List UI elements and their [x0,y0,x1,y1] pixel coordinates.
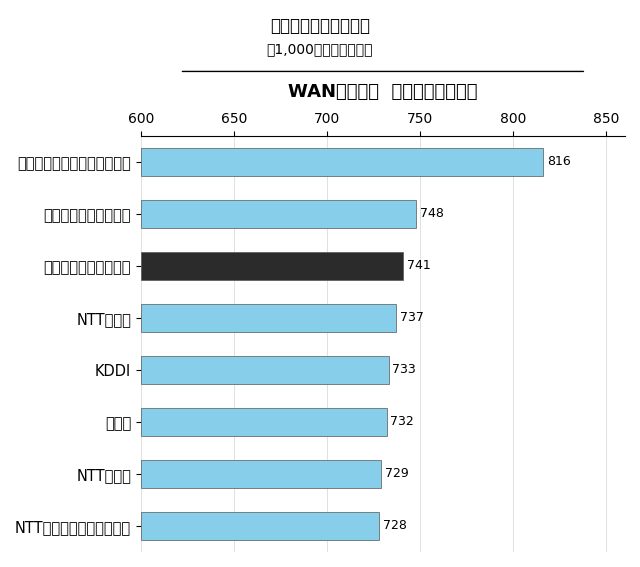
Text: 729: 729 [385,467,408,480]
Text: 732: 732 [390,416,414,429]
Text: 816: 816 [547,155,570,168]
Bar [141,408,387,436]
Bar [141,200,417,229]
Text: 737: 737 [400,311,424,324]
Bar [141,252,403,280]
Text: （1,000ポイント満点）: （1,000ポイント満点） [267,43,373,57]
Bar [141,356,388,384]
Text: 741: 741 [407,260,431,273]
Bar [141,511,379,540]
Title: WANサービス  中堅中小企業市場: WANサービス 中堅中小企業市場 [288,83,477,101]
Text: 748: 748 [420,208,444,221]
Bar [141,147,543,176]
Bar [141,460,381,488]
Text: 728: 728 [383,519,407,532]
Text: 顧客満足度ランキング: 顧客満足度ランキング [270,17,370,35]
Bar [141,304,396,332]
Text: 733: 733 [392,363,416,376]
